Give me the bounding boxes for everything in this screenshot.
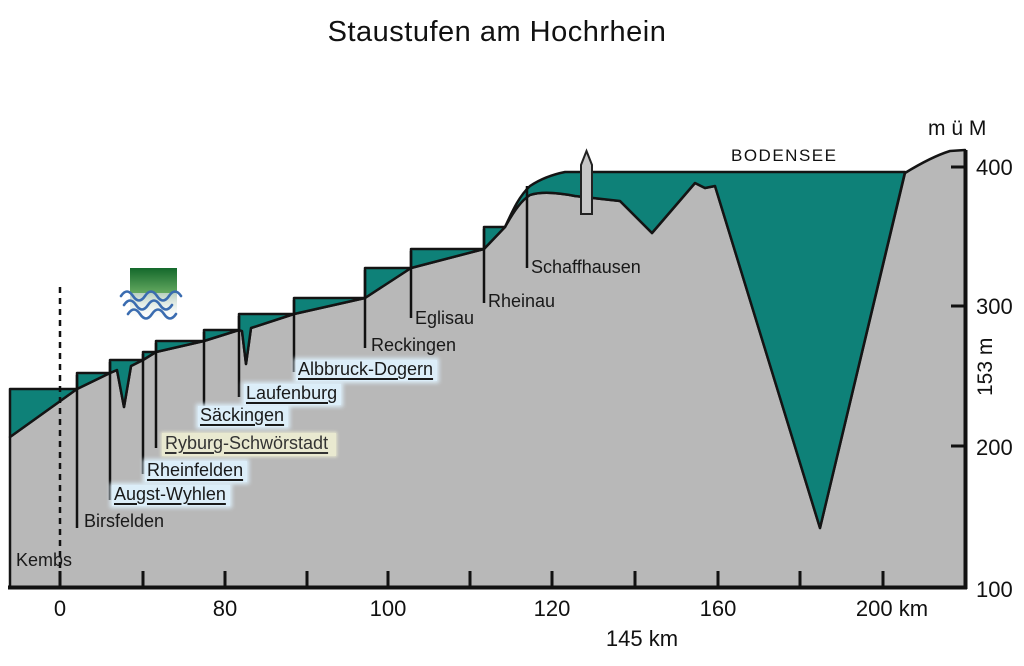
station-leader-lines bbox=[75, 186, 529, 528]
x-tick-label-160: 160 bbox=[699, 596, 737, 621]
x-tick-label-200km: 200 km bbox=[855, 596, 929, 621]
y-axis-unit: m ü M bbox=[928, 117, 987, 140]
x-tick-label-100: 100 bbox=[369, 596, 407, 621]
distance-note-145km: 145 km bbox=[605, 626, 679, 651]
station-label-laufenburg: Laufenburg bbox=[244, 383, 342, 405]
station-label-kembs: Kembs bbox=[16, 550, 73, 570]
station-label-augst-wyhlen: Augst-Wyhlen bbox=[112, 484, 230, 506]
y-tick-label-300: 300 bbox=[976, 294, 1013, 319]
station-label-reckingen: Reckingen bbox=[371, 335, 457, 355]
station-label-birsfelden: Birsfelden bbox=[84, 511, 165, 531]
station-label-rheinau: Rheinau bbox=[488, 291, 556, 311]
station-label-rheinfelden: Rheinfelden bbox=[145, 460, 248, 482]
depth-note-153m: 153 m bbox=[974, 337, 997, 396]
x-axis-ticks bbox=[58, 571, 885, 586]
reservoir-pools bbox=[8, 170, 907, 530]
station-label-saeckingen: Säckingen bbox=[198, 405, 289, 427]
x-tick-label-120: 120 bbox=[533, 596, 571, 621]
y-tick-label-400: 400 bbox=[976, 155, 1013, 180]
waves-icon bbox=[119, 268, 183, 323]
y-tick-label-200: 200 bbox=[976, 435, 1013, 460]
station-label-albbruck-dogern: Albbruck-Dogern bbox=[296, 359, 438, 381]
x-tick-label-80: 80 bbox=[212, 596, 238, 621]
x-tick-label-0: 0 bbox=[53, 596, 67, 621]
station-label-ryburg-schwoerstadt: Ryburg-Schwörstadt bbox=[162, 433, 337, 456]
y-tick-label-100: 100 bbox=[976, 577, 1013, 602]
obelisk-icon bbox=[580, 148, 593, 215]
page-title: Staustufen am Hochrhein bbox=[327, 16, 667, 48]
station-label-schaffhausen: Schaffhausen bbox=[531, 257, 641, 277]
station-label-eglisau: Eglisau bbox=[415, 308, 475, 328]
y-axis-ticks bbox=[951, 165, 964, 448]
bodensee-label: BODENSEE bbox=[731, 146, 838, 165]
